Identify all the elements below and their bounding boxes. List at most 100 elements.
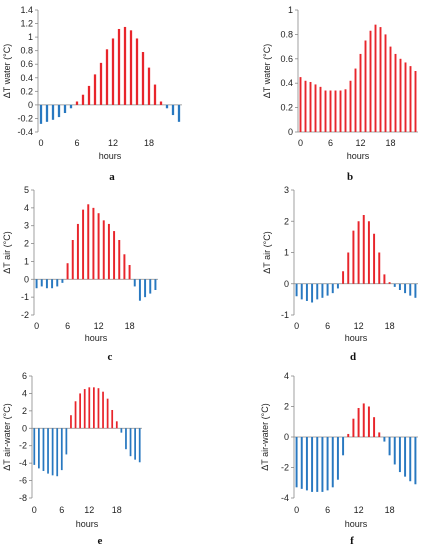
- bar-hour-7: [331, 437, 334, 488]
- bar-hour-12: [111, 38, 115, 105]
- bar-hour-22: [134, 428, 136, 460]
- x-tick-label: 18: [125, 321, 135, 331]
- bar-hour-22: [409, 437, 412, 482]
- bar-hour-2: [305, 437, 308, 491]
- y-axis-label: ΔT water (°C): [262, 44, 272, 98]
- bar-hour-7: [71, 240, 74, 280]
- y-tick-label: -2: [21, 310, 29, 320]
- y-tick-label: 0.6: [280, 54, 293, 64]
- bar-hour-1: [40, 279, 43, 287]
- bar-hour-4: [63, 104, 67, 114]
- bar-hour-16: [118, 240, 121, 280]
- y-tick-label: 0.4: [280, 78, 293, 88]
- bar-hour-16: [379, 27, 382, 132]
- bar-hour-11: [352, 418, 355, 437]
- y-tick-label: 2: [284, 216, 289, 226]
- bar-hour-23: [414, 283, 417, 298]
- x-tick-label: 6: [325, 505, 330, 515]
- x-tick-label: 0: [298, 138, 303, 148]
- x-tick-label: 12: [84, 505, 94, 515]
- bar-hour-12: [357, 408, 360, 437]
- x-axis-label: hours: [99, 151, 122, 161]
- bar-hour-21: [404, 437, 407, 477]
- bar-hour-16: [378, 252, 381, 284]
- bar-hour-21: [129, 428, 132, 457]
- bar-hour-4: [319, 86, 322, 132]
- y-axis-label: ΔT air-water (°C): [260, 403, 270, 470]
- x-axis-label: hours: [347, 151, 370, 161]
- bar-hour-5: [321, 437, 324, 492]
- bar-hour-13: [364, 40, 367, 132]
- bar-hour-16: [135, 38, 139, 105]
- bar-hour-13: [93, 387, 95, 429]
- bar-hour-6: [66, 263, 69, 280]
- bar-hour-15: [102, 391, 104, 429]
- bar-hour-15: [373, 233, 376, 284]
- bar-hour-14: [367, 221, 370, 284]
- x-axis-label: hours: [76, 519, 99, 529]
- bar-hour-3: [311, 283, 314, 303]
- bar-hour-22: [171, 104, 175, 116]
- x-axis-label: hours: [345, 519, 368, 529]
- bar-hour-18: [115, 421, 118, 429]
- bar-hour-1: [300, 283, 303, 300]
- panel-a: -0.4 -0.2 0 0.2 0.4 0.6 0.8 1 1.2 1.4 0 6 12 18 hours Δ…: [2, 5, 182, 183]
- bar-hour-14: [369, 30, 372, 133]
- y-tick-label: 2: [24, 239, 29, 249]
- bar-hour-9: [93, 74, 97, 105]
- x-tick-label: 18: [385, 138, 395, 148]
- bar-hour-20: [125, 428, 127, 450]
- bar-hour-18: [128, 265, 131, 280]
- x-tick-label: 6: [74, 138, 79, 148]
- bar-hour-23: [154, 279, 157, 290]
- bar-hour-15: [113, 231, 116, 280]
- bar-hour-9: [74, 401, 77, 429]
- y-tick-label: -8: [19, 493, 27, 503]
- panel-letter: e: [98, 535, 103, 547]
- bar-hour-13: [362, 215, 365, 284]
- bar-hour-0: [295, 437, 298, 488]
- bar-hour-15: [374, 24, 377, 132]
- bar-hour-6: [60, 428, 63, 471]
- x-tick-label: 18: [385, 321, 395, 331]
- panel-letter: b: [347, 171, 353, 183]
- bar-hour-17: [141, 52, 145, 105]
- panel-f: -4 -2 0 2 4 0 6 12 18 hours ΔT air-water (°C) f: [260, 371, 418, 547]
- bar-hour-11: [92, 207, 95, 280]
- bar-hour-22: [409, 283, 412, 296]
- panel-letter: f: [350, 535, 354, 547]
- bar-hour-18: [388, 282, 391, 284]
- bar-hour-23: [138, 428, 141, 463]
- y-tick-label: 0.8: [280, 29, 293, 39]
- y-tick-label: 1.2: [20, 19, 33, 29]
- bar-hour-7: [81, 94, 85, 105]
- bar-hour-1: [304, 80, 307, 132]
- y-axis-label: ΔT air-water (°C): [2, 403, 12, 470]
- bar-hour-3: [314, 84, 317, 132]
- bar-hour-8: [336, 283, 339, 289]
- bar-hour-17: [123, 254, 126, 280]
- x-tick-label: 0: [38, 138, 43, 148]
- bar-hour-0: [35, 279, 38, 289]
- y-tick-label: 0: [24, 274, 29, 284]
- bar-hour-2: [51, 104, 55, 120]
- bar-hour-8: [76, 223, 79, 280]
- y-tick-label: -4: [281, 493, 289, 503]
- bar-hour-17: [384, 34, 387, 132]
- bar-hour-11: [352, 230, 355, 284]
- bar-hour-0: [295, 283, 298, 297]
- bar-hour-7: [65, 428, 68, 455]
- y-tick-label: 0: [284, 432, 289, 442]
- y-tick-label: -2: [19, 441, 27, 451]
- bar-hour-2: [45, 279, 48, 289]
- y-tick-label: -1: [281, 310, 289, 320]
- bar-hour-0: [33, 428, 36, 465]
- bar-hour-9: [342, 437, 345, 456]
- bar-hour-0: [299, 77, 302, 132]
- y-tick-label: 4: [24, 203, 29, 213]
- bar-hour-3: [51, 279, 54, 289]
- bar-hour-4: [51, 428, 54, 476]
- x-tick-label: 18: [112, 505, 122, 515]
- bar-hour-23: [177, 104, 181, 122]
- bar-hour-5: [69, 104, 73, 109]
